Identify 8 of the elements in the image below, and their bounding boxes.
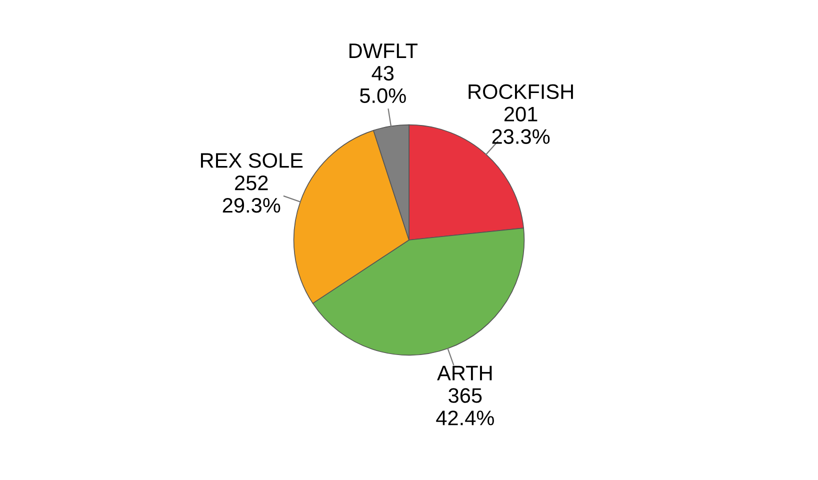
slice-label: ARTH [437,366,492,380]
slice-label: ROCKFISH [468,84,573,100]
data-label: 252 29.3% [222,176,280,213]
slice-label: REX SOLE [200,153,303,168]
slice-label: DWFLT [350,44,418,58]
data-label: 365 42.4% [436,388,494,426]
data-label: 43 5.0% [360,66,406,104]
data-label: 201 23.3% [492,106,550,144]
